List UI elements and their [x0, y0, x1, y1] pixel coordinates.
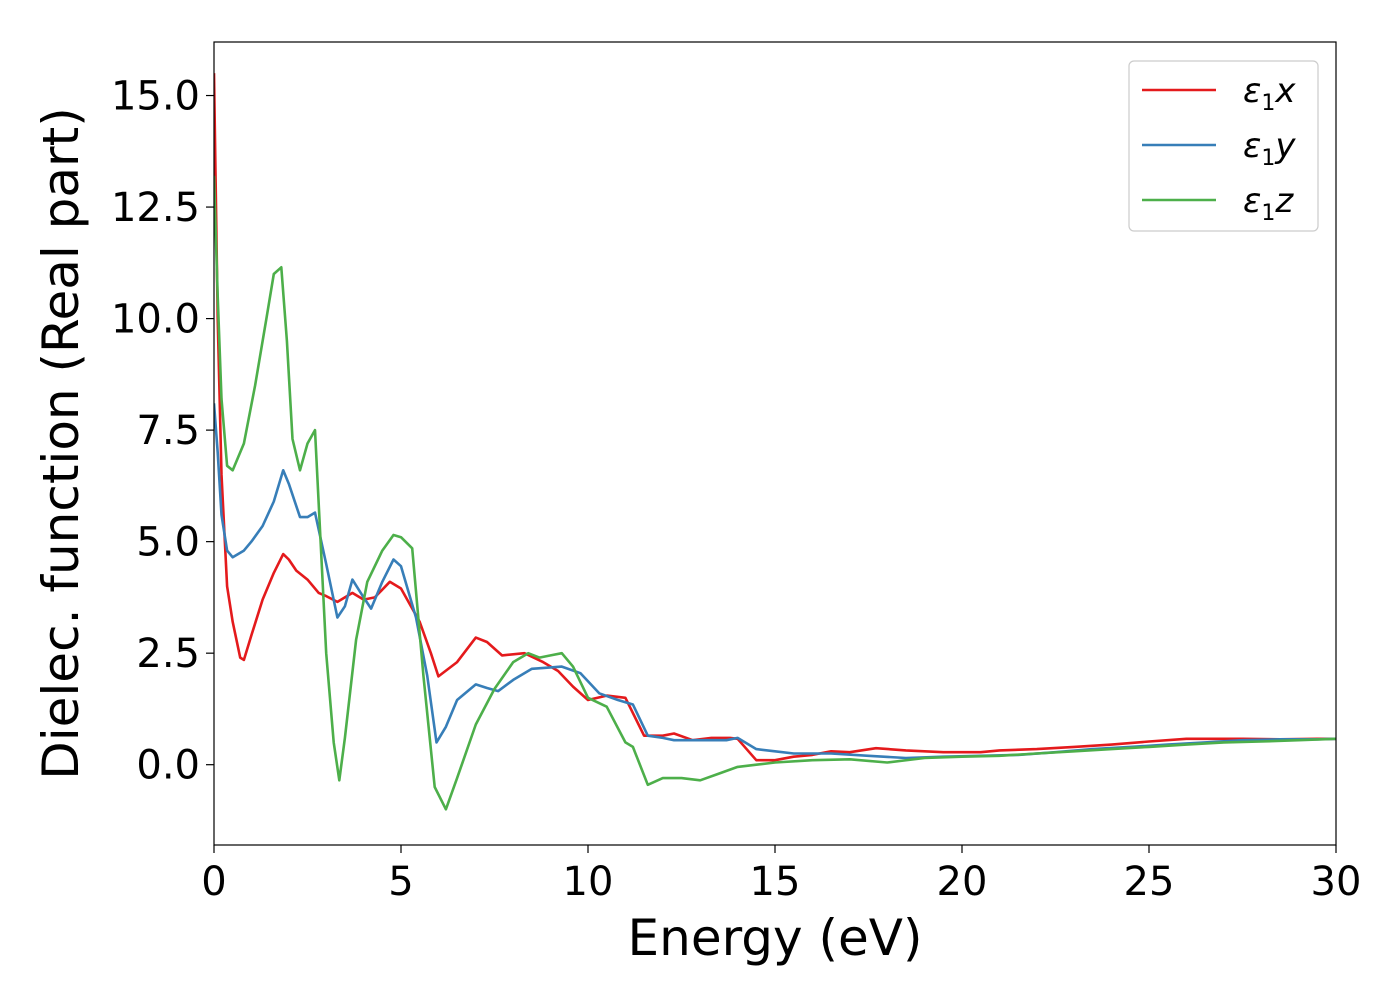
y-tick-label: 2.5: [136, 631, 200, 677]
y-axis-label: Dielec. function (Real part): [32, 107, 90, 779]
x-tick-label: 25: [1124, 859, 1175, 905]
x-tick-label: 10: [563, 859, 614, 905]
legend: ε1x ε1y ε1z: [1128, 60, 1319, 232]
legend-entry-y: ε1y: [1142, 126, 1296, 171]
legend-box: [1128, 60, 1319, 232]
y-tick-label: 12.5: [111, 185, 200, 231]
x-axis-label: Energy (eV): [628, 909, 923, 967]
y-axis: 0.0 2.5 5.0 7.5 10.0 12.5 15.0: [111, 74, 214, 789]
legend-entry-x: ε1x: [1142, 71, 1296, 116]
y-tick-label: 0.0: [136, 743, 200, 789]
series-line-z: [214, 175, 1336, 811]
series-line-x: [214, 73, 1336, 762]
y-tick-label: 5.0: [136, 520, 200, 566]
x-axis: 0 5 10 15 20 25 30: [201, 845, 1361, 905]
y-tick-label: 7.5: [136, 408, 200, 454]
x-tick-label: 30: [1311, 859, 1362, 905]
legend-label: ε1x: [1243, 71, 1296, 116]
x-tick-label: 15: [750, 859, 801, 905]
plot-area: [214, 73, 1336, 811]
legend-entry-z: ε1z: [1142, 181, 1294, 226]
legend-label: ε1y: [1243, 126, 1296, 171]
y-tick-label: 10.0: [111, 297, 200, 343]
y-tick-label: 15.0: [111, 74, 200, 120]
x-tick-label: 20: [937, 859, 988, 905]
x-tick-label: 0: [201, 859, 226, 905]
x-tick-label: 5: [388, 859, 413, 905]
legend-label: ε1z: [1243, 181, 1294, 226]
